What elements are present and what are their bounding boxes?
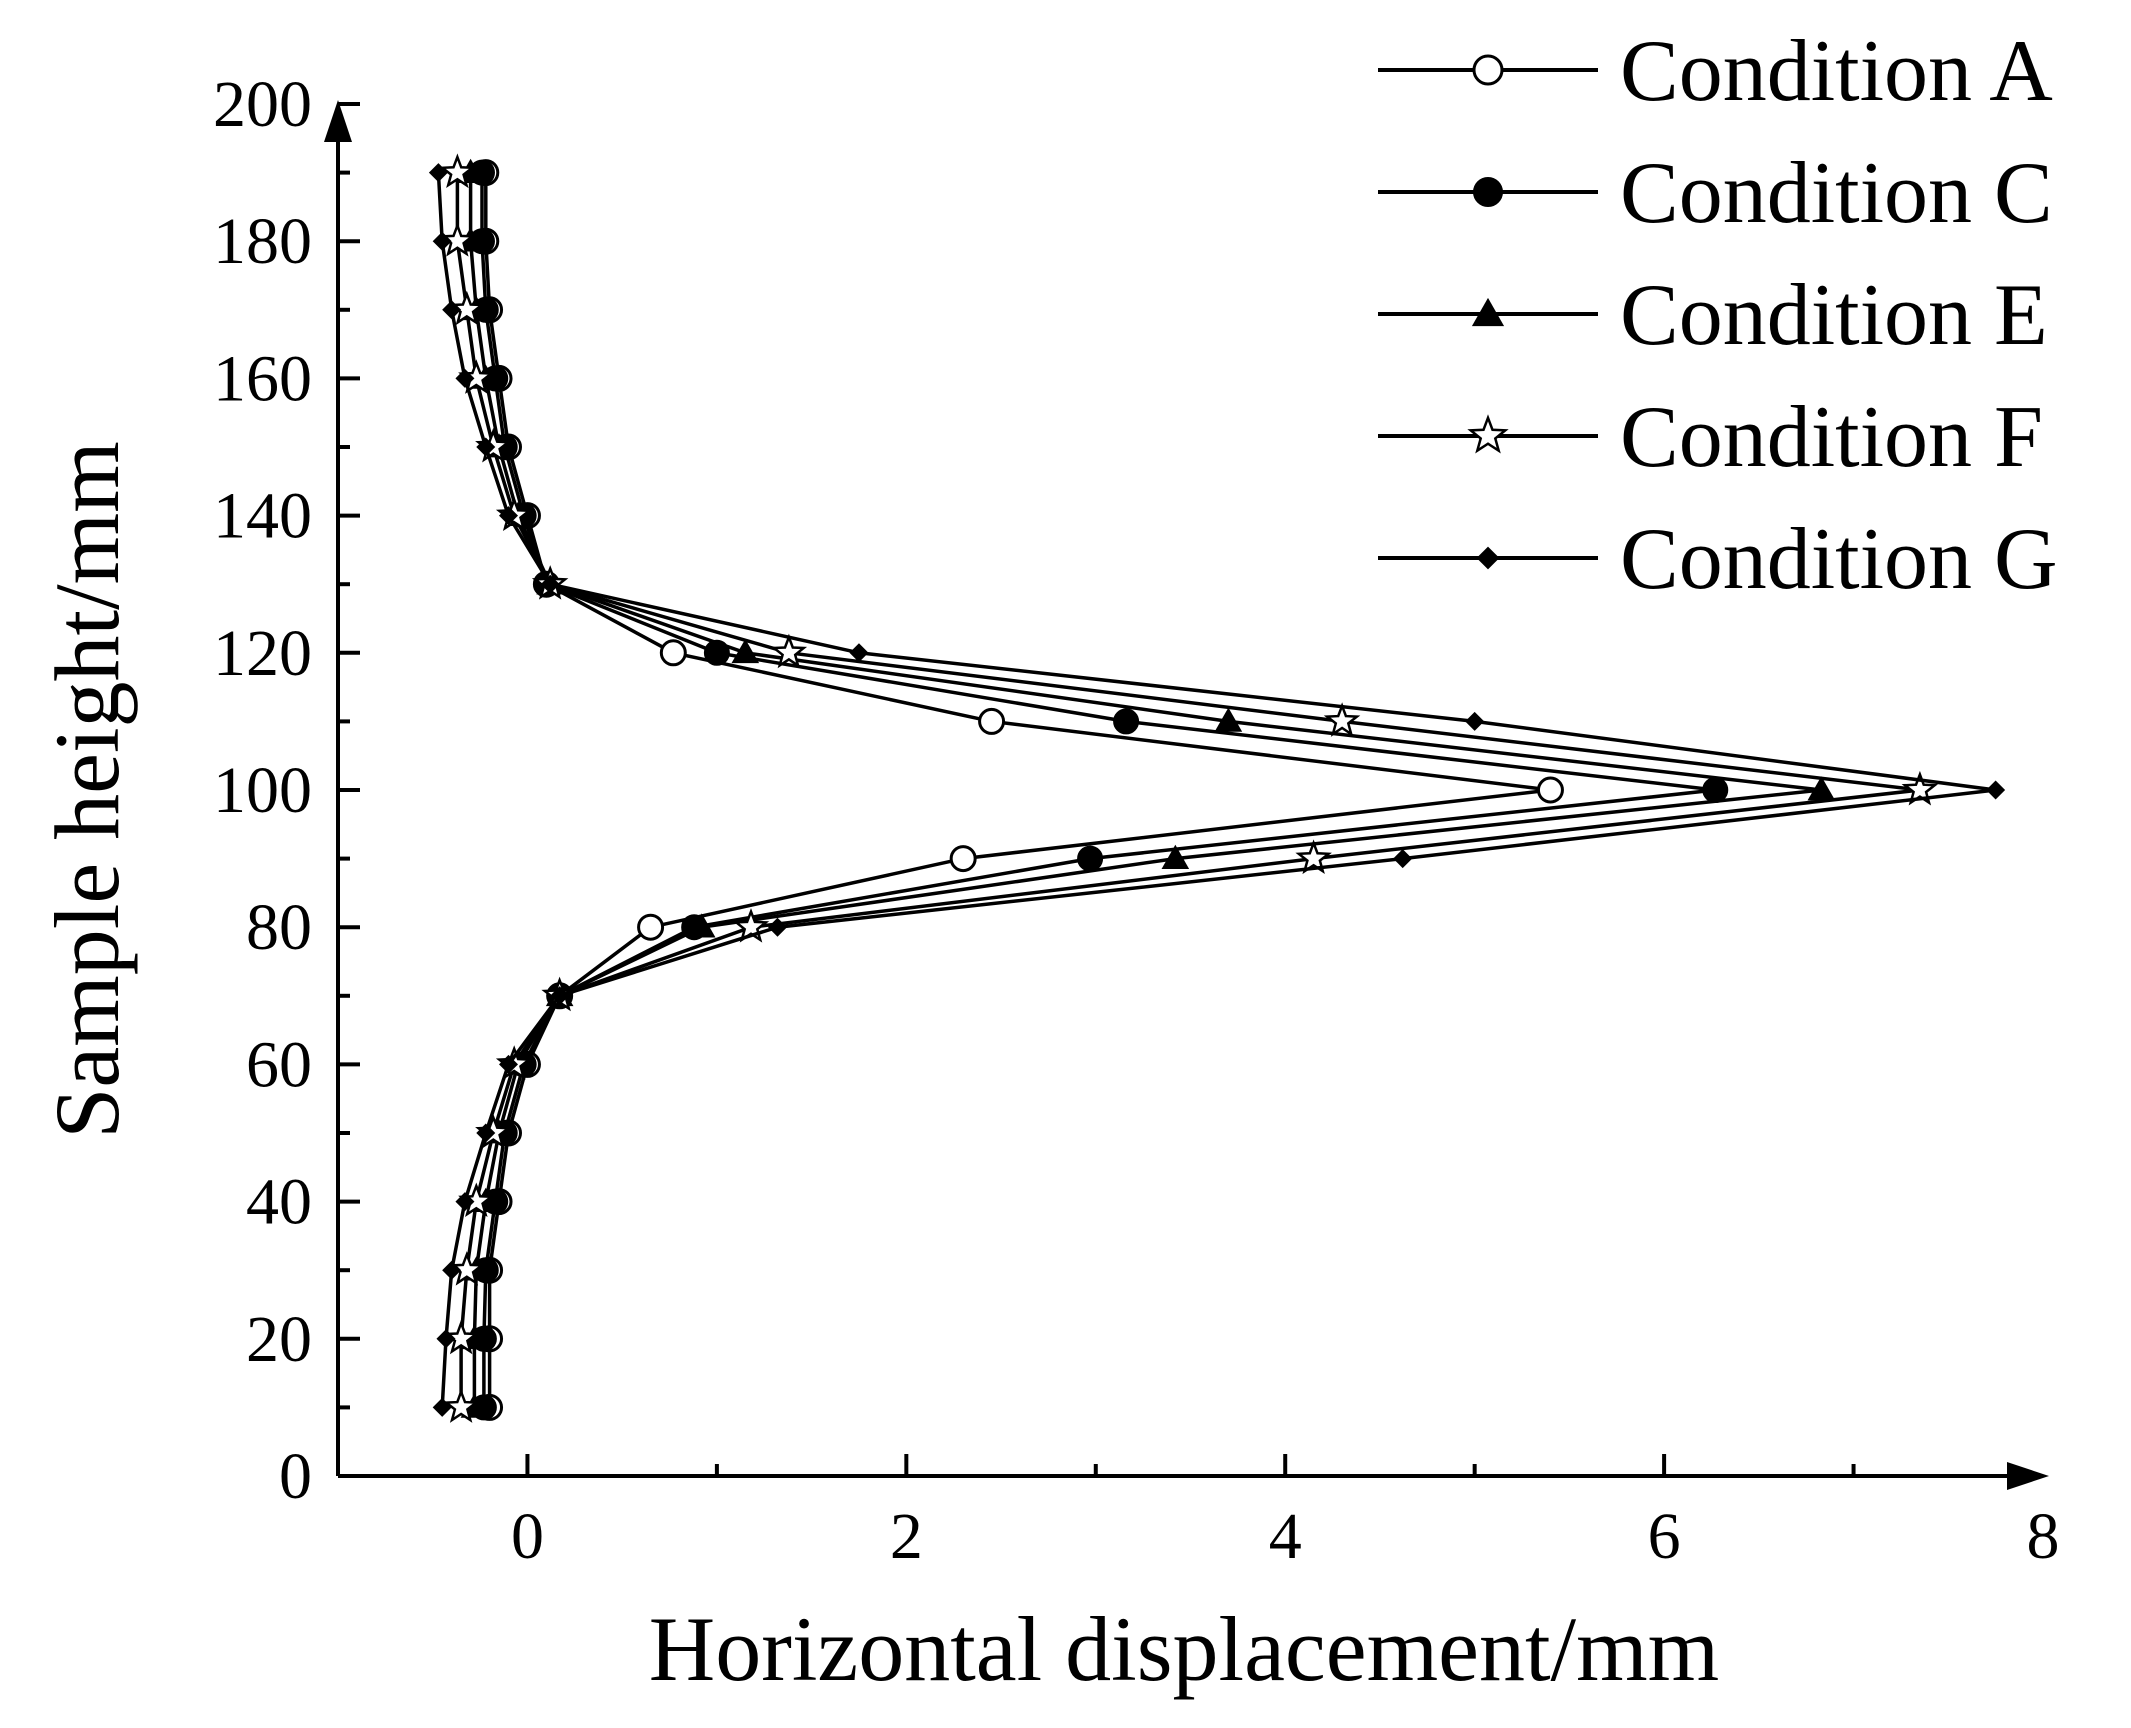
legend-marker	[1471, 297, 1505, 327]
legend-label: Condition G	[1620, 511, 2058, 608]
data-point	[1536, 776, 1564, 804]
x-tick-label: 6	[1648, 1500, 1681, 1573]
data-point	[1807, 776, 1836, 801]
data-point	[428, 163, 448, 183]
legend-item: Condition C	[1378, 145, 2053, 242]
y-tick-label: 40	[246, 1166, 312, 1239]
data-point	[1077, 845, 1104, 872]
x-tick-label: 2	[890, 1500, 923, 1573]
data-point	[442, 1388, 480, 1423]
data-point	[442, 300, 462, 320]
data-point	[1901, 770, 1939, 806]
data-point	[499, 1054, 518, 1074]
series-line	[484, 172, 1551, 1408]
y-axis-title: Sample height/mm	[36, 441, 138, 1139]
y-tick-label: 160	[213, 342, 312, 415]
x-tick-label: 8	[2027, 1500, 2060, 1573]
data-point	[540, 574, 560, 594]
data-point	[1702, 777, 1729, 803]
data-point	[849, 643, 869, 663]
legend-marker	[1472, 54, 1504, 86]
y-tick-label: 20	[246, 1303, 312, 1376]
x-axis-arrow-icon	[2007, 1462, 2049, 1490]
data-point	[1465, 711, 1485, 731]
data-point	[659, 639, 687, 667]
legend-label: Condition A	[1620, 23, 2053, 120]
data-point	[550, 986, 570, 1006]
data-point	[1161, 844, 1190, 869]
data-point	[768, 917, 788, 937]
x-tick-label: 0	[511, 1500, 544, 1573]
data-point	[476, 437, 496, 457]
legend-item: Condition A	[1378, 23, 2053, 120]
y-tick-label: 140	[213, 480, 312, 553]
data-point	[637, 913, 665, 941]
data-point	[476, 1123, 496, 1143]
data-point	[455, 368, 475, 388]
legend-marker	[1476, 546, 1500, 570]
legend-item: Condition E	[1378, 267, 2048, 364]
data-point	[455, 1192, 475, 1212]
data-point	[499, 506, 518, 526]
y-tick-label: 80	[246, 891, 312, 964]
legend-item: Condition F	[1378, 389, 2043, 486]
data-point	[770, 633, 808, 669]
y-tick-label: 0	[279, 1440, 312, 1513]
legend-label: Condition C	[1620, 145, 2053, 242]
data-point	[949, 845, 977, 873]
data-point	[432, 231, 452, 251]
legend-marker	[1467, 414, 1509, 454]
data-point	[978, 707, 1006, 735]
data-point	[439, 153, 476, 189]
legend-label: Condition F	[1620, 389, 2043, 486]
legend-marker	[1473, 177, 1503, 207]
x-tick-label: 4	[1269, 1500, 1302, 1573]
y-axis-arrow-icon	[324, 100, 352, 142]
series-group	[428, 153, 2006, 1423]
data-point	[1986, 780, 2006, 800]
legend: Condition A Condition C Condition E Conditi…	[1378, 23, 2058, 608]
series-condition-g	[428, 163, 2006, 1417]
legend-item: Condition G	[1378, 511, 2058, 608]
y-tick-label: 120	[213, 617, 312, 690]
data-point	[442, 1260, 462, 1280]
data-point	[1393, 849, 1413, 869]
y-tick-label: 180	[213, 205, 312, 278]
data-point	[1323, 702, 1361, 737]
data-point	[1113, 708, 1140, 735]
x-axis-title: Horizontal displacement/mm	[649, 1598, 1720, 1700]
data-point	[1295, 839, 1332, 875]
y-tick-label: 200	[213, 68, 312, 141]
legend-label: Condition E	[1620, 267, 2048, 364]
data-point	[432, 1397, 452, 1417]
data-point	[436, 1329, 456, 1349]
data-point	[731, 639, 760, 664]
series-condition-a	[472, 159, 1564, 1421]
series-line	[480, 172, 1716, 1408]
y-tick-label: 100	[213, 754, 312, 827]
y-tick-label: 60	[246, 1028, 312, 1101]
data-point	[703, 639, 730, 666]
series-line	[468, 172, 1822, 1408]
data-point	[1214, 707, 1243, 732]
data-point	[687, 913, 716, 938]
